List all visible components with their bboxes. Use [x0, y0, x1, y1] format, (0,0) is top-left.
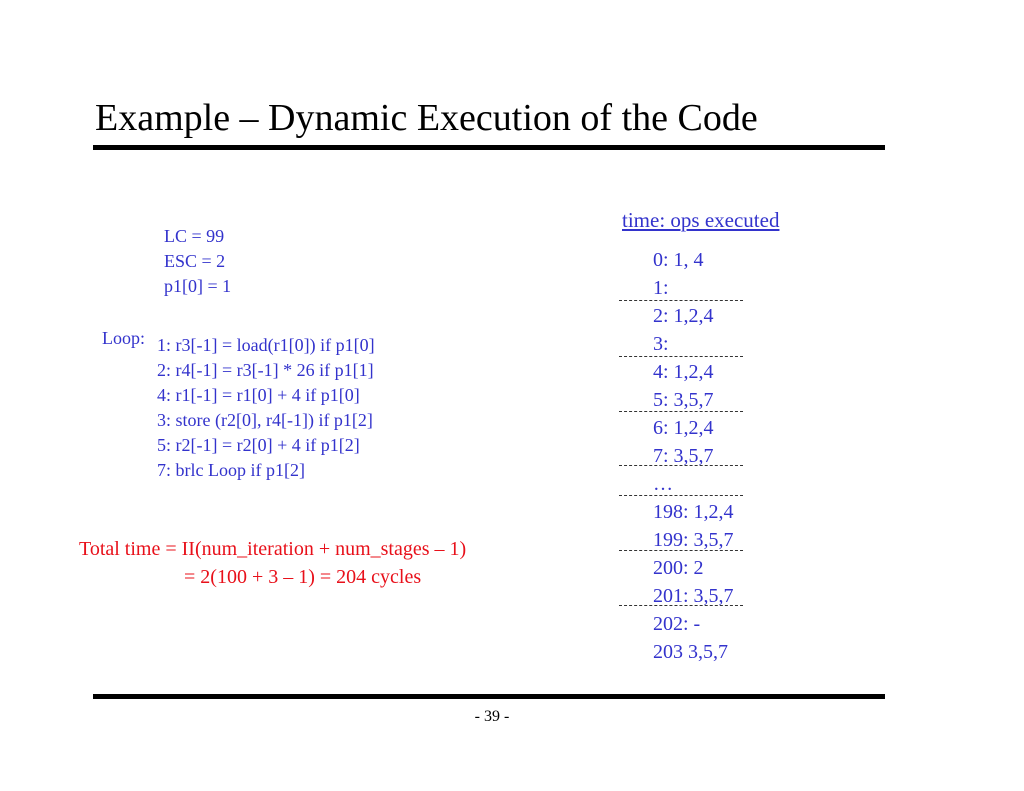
register-line: LC = 99: [164, 226, 225, 246]
code-line: 5: r2[-1] = r2[0] + 4 if p1[2]: [157, 435, 360, 455]
timeline-entry: 201: 3,5,7: [653, 585, 734, 607]
stage-separator: [619, 550, 743, 551]
timeline-entry: 203 3,5,7: [653, 641, 728, 663]
loop-label: Loop:: [102, 328, 145, 348]
register-init-block: LC = 99 ESC = 2 p1[0] = 1: [164, 224, 231, 299]
timeline-entry: 3:: [653, 333, 669, 355]
footer-rule: [93, 694, 885, 699]
timeline-entry: 2: 1,2,4: [653, 305, 714, 327]
page-number: - 39 -: [474, 708, 510, 725]
timeline-entry: 198: 1,2,4: [653, 501, 734, 523]
code-line: 2: r4[-1] = r3[-1] * 26 if p1[1]: [157, 360, 374, 380]
timeline-entry: 4: 1,2,4: [653, 361, 714, 383]
timeline-entry: 0: 1, 4: [653, 249, 704, 271]
total-time-line-2: = 2(100 + 3 – 1) = 204 cycles: [184, 566, 422, 588]
timeline-entry: 7: 3,5,7: [653, 445, 714, 467]
timeline-entry: 1:: [653, 277, 669, 299]
stage-separator: [619, 465, 743, 466]
title-rule: [93, 145, 885, 150]
code-line: 4: r1[-1] = r1[0] + 4 if p1[0]: [157, 385, 360, 405]
code-line: 3: store (r2[0], r4[-1]) if p1[2]: [157, 410, 373, 430]
timeline-entry: 6: 1,2,4: [653, 417, 714, 439]
timeline-entry: 5: 3,5,7: [653, 389, 714, 411]
timeline-entry: 200: 2: [653, 557, 704, 579]
register-line: p1[0] = 1: [164, 276, 232, 296]
timeline-header: time: ops executed: [622, 208, 780, 232]
timeline-entry: 202: -: [653, 613, 701, 635]
total-time-formula: Total time = II(num_iteration + num_stag…: [79, 535, 466, 591]
timeline-entry: 199: 3,5,7: [653, 529, 734, 551]
total-time-line-1: Total time = II(num_iteration + num_stag…: [79, 538, 467, 560]
stage-separator: [619, 411, 743, 412]
timeline-entry: …: [653, 473, 673, 495]
code-line: 1: r3[-1] = load(r1[0]) if p1[0]: [157, 335, 375, 355]
code-line: 7: brlc Loop if p1[2]: [157, 460, 305, 480]
stage-separator: [619, 495, 743, 496]
stage-separator: [619, 605, 743, 606]
stage-separator: [619, 356, 743, 357]
stage-separator: [619, 300, 743, 301]
register-line: ESC = 2: [164, 251, 226, 271]
page-title: Example – Dynamic Execution of the Code: [95, 97, 758, 139]
loop-code-block: 1: r3[-1] = load(r1[0]) if p1[0] 2: r4[-…: [157, 333, 375, 483]
timeline-list: 0: 1, 4 1: 2: 1,2,4 3: 4: 1,2,4 5: 3,5,7…: [653, 246, 734, 666]
